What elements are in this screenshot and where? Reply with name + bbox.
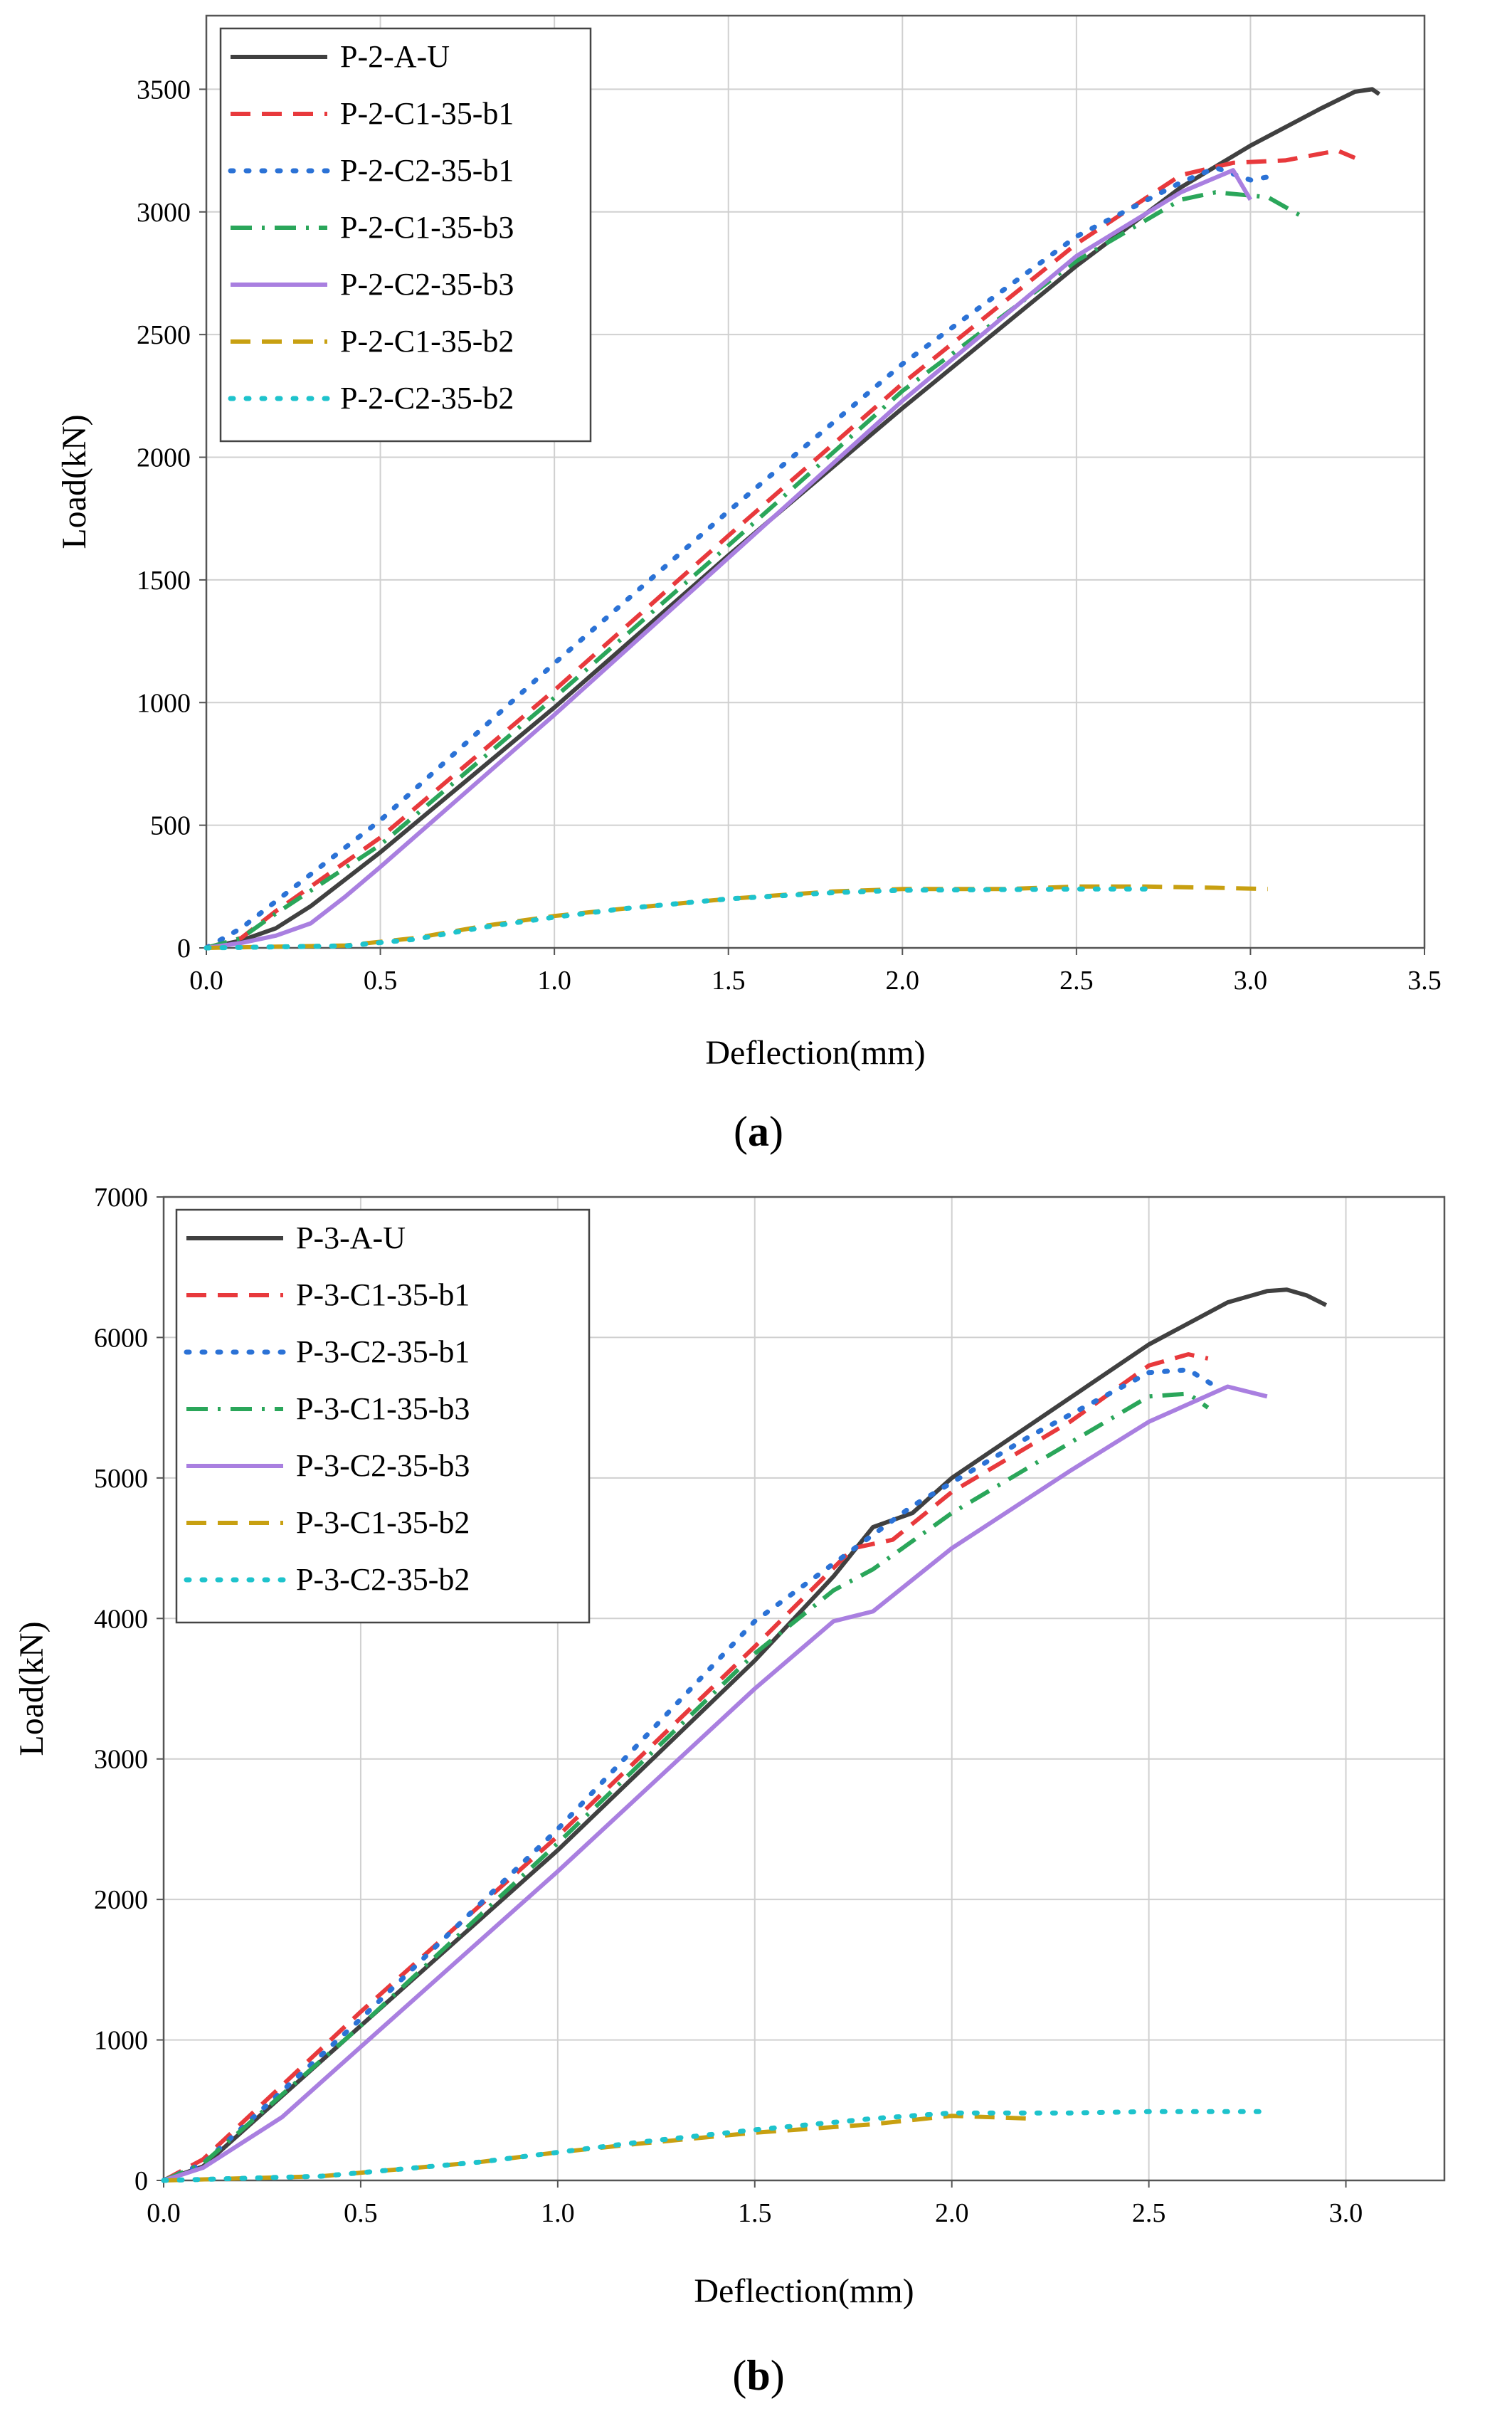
series-line-p-2-c2-35-b1 bbox=[203, 165, 1281, 951]
legend-label-p-2-c1-35-b2: P-2-C1-35-b2 bbox=[340, 324, 514, 359]
x-tick-label-a-0: 0.0 bbox=[189, 966, 223, 996]
x-tick-label-b-3: 1.5 bbox=[738, 2198, 772, 2228]
y-tick-label-a-7: 3500 bbox=[137, 75, 191, 105]
legend-label-p-3-a-u: P-3-A-U bbox=[296, 1220, 406, 1255]
legend-label-p-3-c1-35-b2: P-3-C1-35-b2 bbox=[296, 1505, 470, 1540]
y-tick-label-a-6: 3000 bbox=[137, 198, 191, 228]
series-line-p-3-c2-35-b3 bbox=[163, 1384, 1268, 2183]
x-tick-label-a-6: 3.0 bbox=[1234, 966, 1268, 996]
y-tick-label-b-2: 2000 bbox=[94, 1885, 148, 1915]
legend-box-a bbox=[219, 27, 592, 443]
series-line-p-3-c1-35-b1 bbox=[162, 1352, 1209, 2183]
legend-label-p-2-c1-35-b1: P-2-C1-35-b1 bbox=[340, 96, 514, 131]
legend-box-b bbox=[175, 1208, 591, 1624]
series-line-p-3-c2-35-b1 bbox=[161, 1367, 1219, 2183]
y-tick-label-b-7: 7000 bbox=[94, 1183, 148, 1213]
y-tick-label-b-5: 5000 bbox=[94, 1464, 148, 1494]
series-line-p-2-c1-35-b1 bbox=[206, 148, 1356, 950]
caption-a: (a) bbox=[734, 1108, 783, 1155]
x-tick-label-a-5: 2.5 bbox=[1059, 966, 1094, 996]
x-tick-label-b-2: 1.0 bbox=[541, 2198, 575, 2228]
x-tick-label-b-6: 3.0 bbox=[1329, 2198, 1363, 2228]
y-tick-label-b-6: 6000 bbox=[94, 1323, 148, 1353]
y-tick-label-a-2: 1000 bbox=[137, 688, 191, 718]
y-tick-label-b-3: 3000 bbox=[94, 1745, 148, 1775]
x-tick-label-a-2: 1.0 bbox=[537, 966, 571, 996]
legend-label-p-2-c1-35-b3: P-2-C1-35-b3 bbox=[340, 210, 514, 245]
y-tick-label-a-4: 2000 bbox=[137, 443, 191, 473]
x-tick-label-a-7: 3.5 bbox=[1407, 966, 1442, 996]
x-tick-label-a-1: 0.5 bbox=[364, 966, 398, 996]
x-axis-label-a: Deflection(mm) bbox=[705, 1034, 925, 1072]
series-line-p-3-c2-35-b2 bbox=[161, 2109, 1270, 2183]
y-tick-label-a-0: 0 bbox=[177, 934, 191, 964]
series-line-p-3-c1-35-b2 bbox=[163, 2114, 1031, 2183]
plot-frame-a bbox=[205, 14, 1426, 949]
legend-label-p-3-c1-35-b3: P-3-C1-35-b3 bbox=[296, 1391, 470, 1426]
x-tick-label-b-4: 2.0 bbox=[935, 2198, 969, 2228]
chart-panel-b: 0.0 0.5 1.0 1.5 2.0 2.5 3.0 0 1000 2000 3000 4000 50… bbox=[13, 1183, 1446, 2310]
series-line-p-2-c2-35-b3 bbox=[206, 168, 1252, 950]
x-tick-label-b-0: 0.0 bbox=[147, 2198, 181, 2228]
x-tick-label-a-4: 2.0 bbox=[886, 966, 920, 996]
legend-label-p-3-c2-35-b2: P-3-C2-35-b2 bbox=[296, 1562, 470, 1597]
x-tick-label-a-3: 1.5 bbox=[712, 966, 746, 996]
y-tick-label-a-3: 1500 bbox=[137, 566, 191, 596]
y-tick-label-a-1: 500 bbox=[150, 811, 191, 841]
plot-frame-b bbox=[162, 1196, 1446, 2182]
caption-b: (b) bbox=[732, 2352, 784, 2399]
x-tick-label-b-5: 2.5 bbox=[1132, 2198, 1166, 2228]
legend-label-p-2-c2-35-b1: P-2-C2-35-b1 bbox=[340, 153, 514, 188]
legend-label-p-3-c2-35-b3: P-3-C2-35-b3 bbox=[296, 1448, 470, 1483]
legend-label-p-2-a-u: P-2-A-U bbox=[340, 39, 450, 74]
legend-label-p-2-c2-35-b3: P-2-C2-35-b3 bbox=[340, 267, 514, 302]
legend-label-p-3-c1-35-b1: P-3-C1-35-b1 bbox=[296, 1277, 470, 1312]
y-tick-label-b-0: 0 bbox=[134, 2166, 148, 2196]
legend-label-p-2-c2-35-b2: P-2-C2-35-b2 bbox=[340, 381, 514, 416]
y-tick-label-a-5: 2500 bbox=[137, 320, 191, 350]
series-line-p-2-c1-35-b3 bbox=[206, 190, 1304, 950]
y-axis-label-b: Load(kN) bbox=[13, 1621, 51, 1756]
legend-label-p-3-c2-35-b1: P-3-C2-35-b1 bbox=[296, 1334, 470, 1369]
y-tick-label-b-1: 1000 bbox=[94, 2026, 148, 2056]
chart-panel-a: 0.0 0.5 1.0 1.5 2.0 2.5 3.0 3.5 0 500 1000 1500 2000… bbox=[55, 14, 1442, 1072]
y-tick-label-b-4: 4000 bbox=[94, 1604, 148, 1634]
x-tick-label-b-1: 0.5 bbox=[344, 2198, 378, 2228]
x-axis-label-b: Deflection(mm) bbox=[694, 2272, 914, 2310]
y-axis-label-a: Load(kN) bbox=[55, 414, 93, 549]
